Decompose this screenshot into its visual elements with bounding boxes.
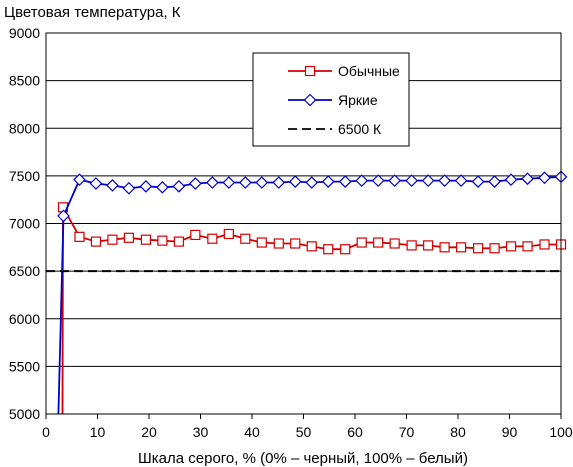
y-tick-label: 5500 (9, 358, 40, 374)
diamond-marker (238, 176, 252, 189)
y-tick-label: 5000 (9, 406, 40, 422)
legend-item: Обычные (288, 63, 400, 79)
square-marker (505, 241, 517, 252)
series-2 (57, 170, 568, 415)
diamond-marker (303, 93, 317, 107)
series-layer (46, 170, 568, 415)
diamond-marker (521, 172, 534, 186)
square-marker (240, 233, 251, 244)
diamond-marker (172, 180, 186, 193)
diamond-marker (139, 180, 153, 193)
x-tick-labels: 0 10 20 30 40 50 60 70 80 90 100 (42, 414, 573, 440)
x-tick-label: 70 (399, 424, 415, 440)
y-tick-label: 7500 (9, 168, 40, 184)
y-tick-label: 8000 (9, 120, 40, 136)
y-tick-label: 7000 (9, 216, 40, 232)
x-tick-label: 60 (347, 424, 363, 440)
square-marker (304, 65, 316, 77)
diamond-marker (471, 175, 485, 188)
square-marker (539, 239, 550, 250)
x-tick-label: 20 (141, 424, 157, 440)
x-tick-label: 30 (193, 424, 209, 440)
x-tick-label: 50 (296, 424, 312, 440)
square-marker (90, 236, 102, 247)
square-marker (74, 231, 85, 242)
square-marker (406, 240, 417, 251)
diamond-marker (189, 177, 202, 190)
legend-label: Яркие (338, 92, 378, 108)
square-marker (273, 238, 284, 249)
legend: Обычные Яркие 6500 К (252, 52, 410, 147)
square-marker (340, 244, 351, 255)
x-tick-label: 100 (549, 424, 573, 440)
y-axis-title: Цветовая температура, К (4, 4, 181, 21)
plot-border (45, 32, 562, 415)
square-marker (290, 238, 301, 249)
diamond-marker (438, 174, 451, 187)
diamond-marker (288, 175, 302, 188)
square-marker (223, 228, 234, 240)
square-marker (256, 237, 267, 248)
square-marker (107, 234, 118, 245)
square-marker (323, 244, 334, 255)
x-tick-label: 10 (90, 424, 106, 440)
diamond-marker (454, 174, 468, 187)
x-tick-label: 90 (502, 424, 518, 440)
legend-item: 6500 К (288, 121, 382, 137)
y-tick-label: 6000 (9, 311, 40, 327)
diamond-marker (57, 209, 70, 223)
x-tick-label: 80 (450, 424, 466, 440)
legend-label: Обычные (338, 63, 400, 79)
square-marker (356, 237, 367, 248)
square-marker (423, 240, 434, 251)
diamond-marker (73, 173, 86, 187)
diamond-marker (538, 171, 551, 185)
square-marker (140, 234, 152, 245)
diamond-marker (122, 181, 136, 195)
diamond-marker (156, 180, 169, 194)
diamond-marker (355, 174, 369, 187)
diamond-marker (106, 179, 119, 192)
y-tick-label: 6500 (9, 263, 40, 279)
diamond-marker (371, 174, 385, 187)
diamond-marker (388, 174, 402, 187)
square-marker (306, 241, 317, 252)
diamond-marker (222, 176, 236, 189)
square-marker (373, 237, 384, 248)
diamond-marker (89, 177, 103, 190)
square-marker (389, 238, 400, 249)
square-marker (522, 241, 533, 252)
series-1 (57, 202, 567, 415)
square-marker (157, 235, 168, 246)
square-marker (173, 236, 184, 247)
x-axis-title: Шкала серого, % (0% – черный, 100% – бел… (138, 450, 468, 467)
square-marker (123, 232, 135, 243)
y-tick-label: 8500 (9, 73, 40, 89)
diamond-marker (488, 175, 501, 188)
diamond-marker (255, 176, 269, 189)
diamond-marker (272, 176, 286, 189)
diamond-marker (305, 176, 319, 189)
x-tick-label: 0 (42, 424, 50, 440)
diamond-marker (421, 174, 435, 187)
square-marker (207, 233, 218, 244)
square-marker (489, 243, 500, 254)
diamond-marker (504, 173, 518, 187)
legend-item: Яркие (288, 92, 378, 108)
y-tick-labels: 5000 5500 6000 6500 7000 7500 8000 8500 9000 (9, 25, 40, 422)
x-tick-label: 40 (244, 424, 260, 440)
diamond-marker (405, 174, 418, 187)
diamond-marker (205, 176, 219, 189)
square-marker (472, 243, 484, 254)
square-marker (439, 242, 450, 253)
square-marker (455, 242, 467, 253)
diamond-marker (338, 175, 352, 188)
square-marker (190, 229, 201, 241)
diamond-marker (321, 175, 335, 188)
legend-label: 6500 К (338, 121, 382, 137)
y-tick-label: 9000 (9, 25, 40, 41)
